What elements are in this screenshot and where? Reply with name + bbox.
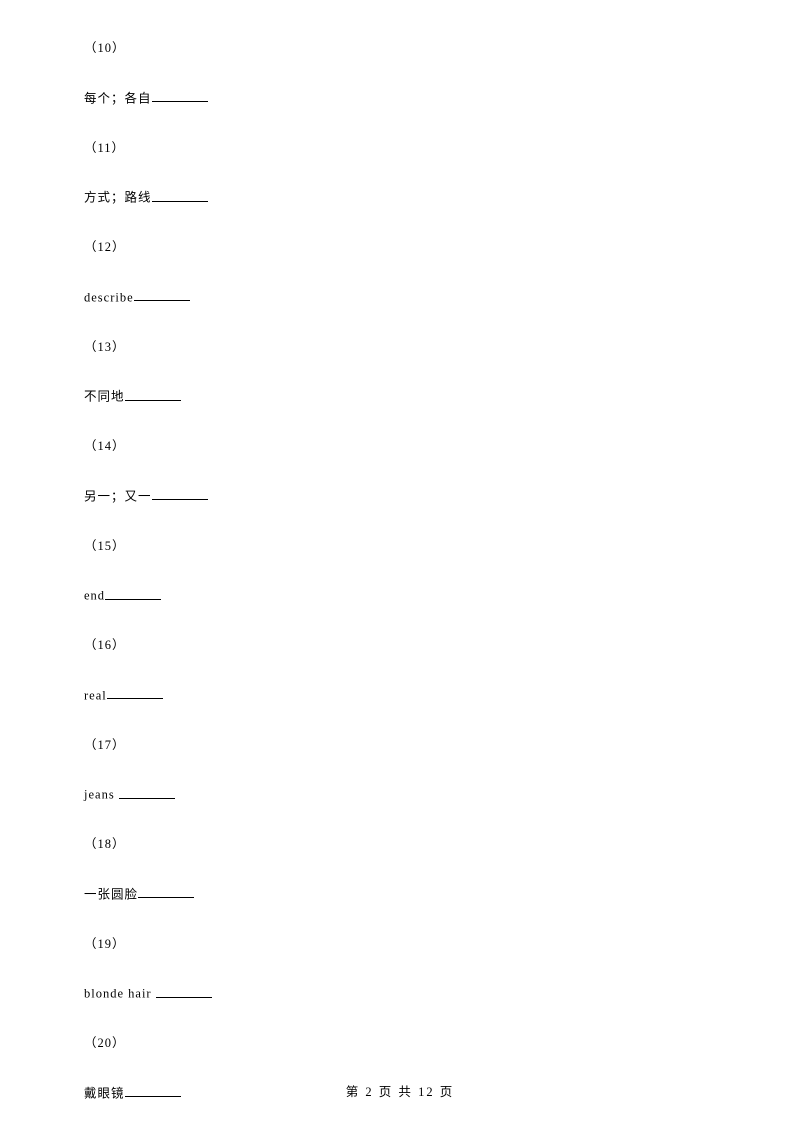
question-number: （16）	[84, 637, 716, 655]
question-prompt: jeans	[84, 788, 119, 802]
answer-blank	[138, 886, 194, 899]
question-number: （11）	[84, 140, 716, 158]
footer-suffix: 页	[435, 1085, 455, 1099]
question-number: （20）	[84, 1035, 716, 1053]
footer-total-pages: 12	[418, 1085, 435, 1099]
question-text: 不同地	[84, 388, 716, 406]
question-text: 方式；路线	[84, 189, 716, 207]
answer-blank	[107, 687, 163, 700]
question-number: （14）	[84, 438, 716, 456]
answer-blank	[125, 388, 181, 401]
question-number: （18）	[84, 836, 716, 854]
question-text: describe	[84, 289, 716, 307]
answer-blank	[134, 289, 190, 302]
answer-blank	[105, 587, 161, 600]
answer-blank	[156, 985, 212, 998]
question-text: blonde hair	[84, 985, 716, 1003]
page-footer: 第 2 页 共 12 页	[0, 1081, 800, 1100]
question-text: 另一；又一	[84, 488, 716, 506]
answer-blank	[119, 786, 175, 799]
footer-current-page: 2	[365, 1085, 373, 1099]
footer-middle: 页 共	[374, 1085, 418, 1099]
question-number: （15）	[84, 538, 716, 556]
question-number: （17）	[84, 737, 716, 755]
question-number: （19）	[84, 936, 716, 954]
question-text: jeans	[84, 786, 716, 804]
answer-blank	[152, 90, 208, 103]
footer-prefix: 第	[346, 1085, 366, 1099]
question-prompt: real	[84, 688, 107, 702]
question-prompt: blonde hair	[84, 987, 156, 1001]
document-page: （10） 每个；各自 （11） 方式；路线 （12） describe （13） 不同地 （14…	[0, 0, 800, 1103]
question-text: 每个；各自	[84, 90, 716, 108]
question-text: end	[84, 587, 716, 605]
question-prompt: 另一；又一	[84, 489, 152, 503]
question-prompt: 方式；路线	[84, 191, 152, 205]
question-number: （13）	[84, 339, 716, 357]
question-prompt: 每个；各自	[84, 91, 152, 105]
answer-blank	[152, 488, 208, 501]
question-number: （10）	[84, 40, 716, 58]
question-text: 一张圆脸	[84, 886, 716, 904]
question-prompt: describe	[84, 290, 134, 304]
question-prompt: end	[84, 589, 105, 603]
question-prompt: 不同地	[84, 390, 125, 404]
question-number: （12）	[84, 239, 716, 257]
question-text: real	[84, 687, 716, 705]
question-prompt: 一张圆脸	[84, 887, 138, 901]
answer-blank	[152, 189, 208, 202]
